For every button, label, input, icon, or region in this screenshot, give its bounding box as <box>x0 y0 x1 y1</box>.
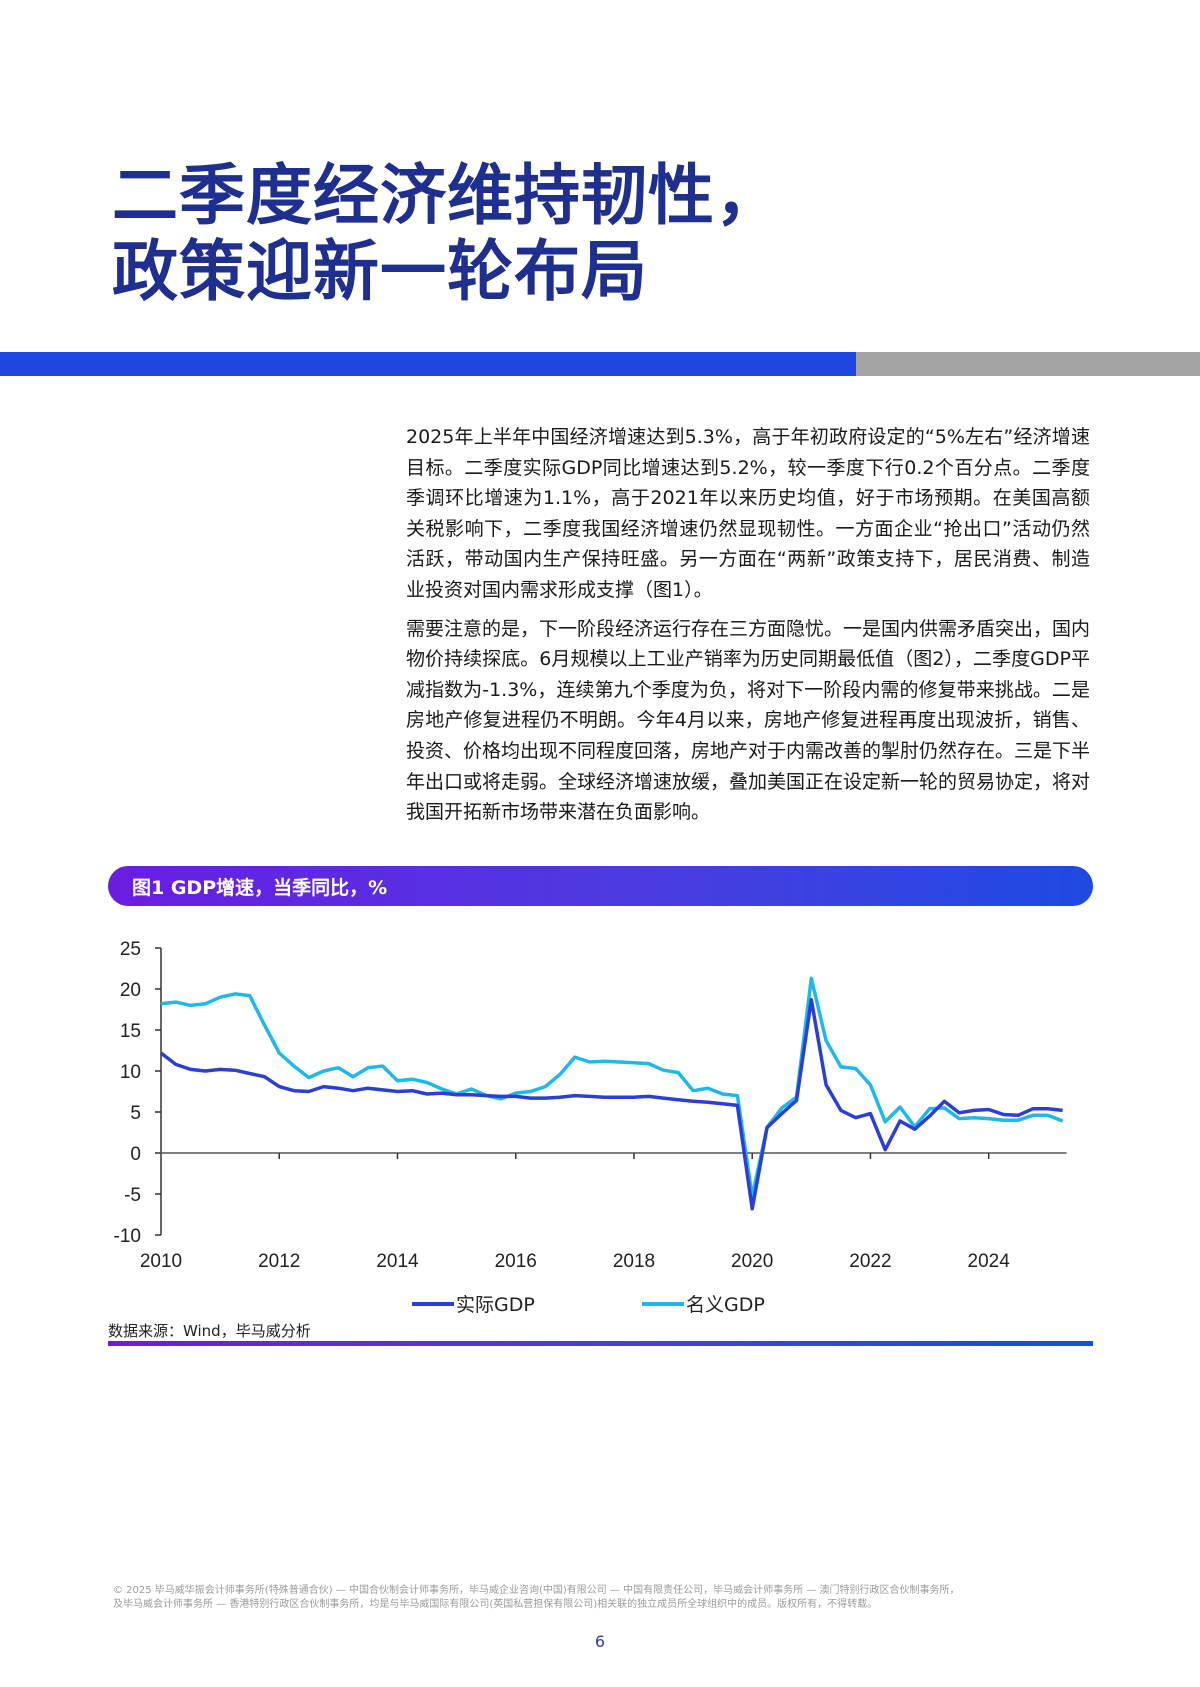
y-tick-label: 20 <box>120 980 141 1001</box>
figure-bottom-bar <box>108 1341 1093 1346</box>
y-tick-label: 10 <box>120 1062 141 1083</box>
x-tick-label: 2022 <box>849 1251 891 1272</box>
x-tick-label: 2010 <box>140 1251 182 1272</box>
data-source: 数据来源：Wind，毕马威分析 <box>108 1322 311 1340</box>
footer-disclaimer: © 2025 毕马威华振会计师事务所(特殊普通合伙) — 中国合伙制会计师事务所… <box>113 1584 1093 1612</box>
header-band-gray <box>856 352 1200 376</box>
x-tick-label: 2012 <box>258 1251 300 1272</box>
gdp-line-chart: 25 20 15 10 5 0 -5 -10 2010 2012 2014 2016 2018 2020 2… <box>100 930 1100 1290</box>
x-tick-label: 2018 <box>613 1251 655 1272</box>
header-band-blue <box>0 352 856 376</box>
y-tick-label: -10 <box>114 1226 141 1247</box>
body-text: 2025年上半年中国经济增速达到5.3%，高于年初政府设定的“5%左右”经济增速… <box>406 422 1090 836</box>
legend-swatch-nominal-gdp <box>642 1301 684 1306</box>
x-tick-label: 2014 <box>376 1251 419 1272</box>
chart-canvas: 25 20 15 10 5 0 -5 -10 2010 2012 2014 2016 2018 2020 2… <box>114 939 1067 1272</box>
footer-line-2: 及毕马威会计师事务所 — 香港特别行政区合伙制事务所，均是与毕马威国际有限公司(… <box>113 1599 878 1610</box>
series-line-nominal-gdp <box>160 976 1064 1199</box>
figure-title-bar: 图1 GDP增速，当季同比，% <box>108 866 1093 906</box>
legend-label-real-gdp: 实际GDP <box>456 1294 535 1316</box>
x-tick-label: 2020 <box>731 1251 773 1272</box>
y-tick-label: -5 <box>124 1185 141 1206</box>
figure-title: 图1 GDP增速，当季同比，% <box>132 876 388 899</box>
chart-legend: 实际GDP 名义GDP <box>0 1290 1200 1320</box>
y-tick-label: 0 <box>130 1144 141 1165</box>
x-tick-label: 2024 <box>968 1251 1011 1272</box>
paragraph-2: 需要注意的是，下一阶段经济运行存在三方面隐忧。一是国内供需矛盾突出，国内物价持续… <box>406 617 1091 824</box>
page-title: 二季度经济维持韧性， 政策迎新一轮布局 <box>112 158 782 310</box>
legend-label-nominal-gdp: 名义GDP <box>686 1294 765 1316</box>
page-title-line-1: 二季度经济维持韧性， <box>112 157 782 234</box>
legend-swatch-real-gdp <box>412 1301 454 1306</box>
footer-line-1: © 2025 毕马威华振会计师事务所(特殊普通合伙) — 中国合伙制会计师事务所… <box>113 1585 960 1596</box>
y-tick-label: 15 <box>120 1021 141 1042</box>
legend-item-real-gdp: 实际GDP <box>412 1290 535 1317</box>
y-tick-label: 25 <box>120 939 141 960</box>
legend-item-nominal-gdp: 名义GDP <box>642 1290 765 1317</box>
paragraph-1: 2025年上半年中国经济增速达到5.3%，高于年初政府设定的“5%左右”经济增速… <box>406 426 1090 601</box>
page-number: 6 <box>594 1632 606 1651</box>
series-line-real-gdp <box>159 997 1063 1211</box>
y-tick-label: 5 <box>130 1103 141 1124</box>
x-tick-label: 2016 <box>495 1251 537 1272</box>
page-title-line-2: 政策迎新一轮布局 <box>112 233 648 310</box>
